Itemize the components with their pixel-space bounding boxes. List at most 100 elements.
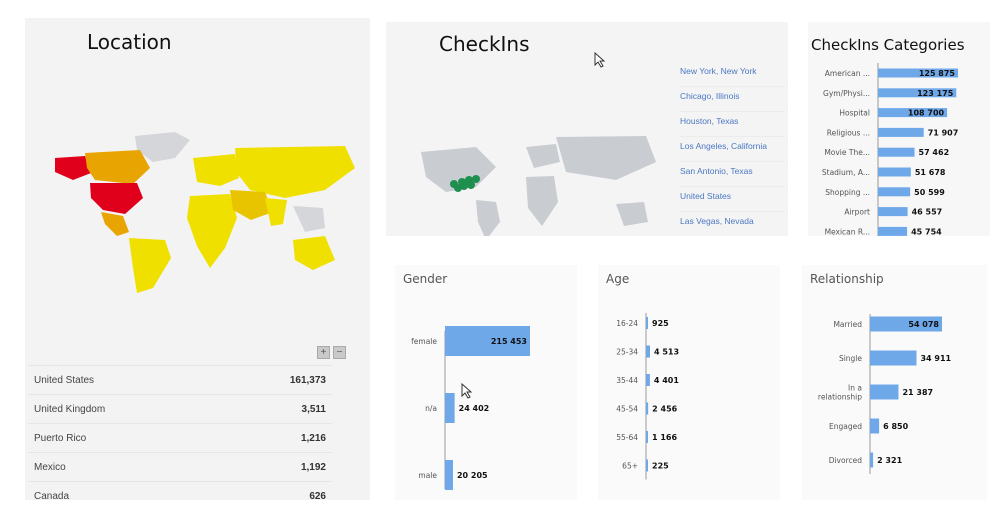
value-label: 34 911 — [920, 354, 951, 363]
location-row[interactable]: United Kingdom 3,511 — [28, 394, 332, 423]
map-india[interactable] — [265, 198, 287, 226]
category-label: female — [411, 337, 437, 346]
country-value: 1,192 — [300, 462, 326, 473]
country-name: United Kingdom — [34, 404, 106, 415]
bar — [646, 374, 650, 386]
category-label: Married — [833, 320, 862, 329]
location-row[interactable]: Mexico 1,192 — [28, 452, 332, 481]
bar — [646, 345, 650, 358]
category-label: Religious ... — [827, 128, 870, 137]
bar — [646, 459, 648, 472]
value-label: 45 754 — [911, 227, 942, 236]
value-label: 50 599 — [914, 188, 945, 197]
category-label: American ... — [825, 69, 870, 78]
category-label: 35-44 — [616, 376, 638, 385]
bar — [445, 393, 455, 423]
relationship-card: Relationship Married 54 078 Single 34 911 In… — [802, 265, 987, 500]
bar — [878, 68, 958, 78]
mouse-cursor-icon — [594, 52, 606, 68]
checkin-marker[interactable] — [472, 175, 480, 183]
map-asia[interactable] — [235, 146, 355, 198]
relationship-title: Relationship — [810, 272, 884, 286]
category-label: 55-64 — [616, 433, 638, 442]
bar — [878, 187, 911, 197]
value-label: 51 678 — [915, 168, 946, 177]
city-link[interactable]: United States — [680, 187, 785, 212]
value-label: 125 875 — [919, 69, 956, 78]
map-europe — [526, 144, 560, 168]
map-asia — [556, 136, 656, 180]
category-label: Gym/Physi... — [823, 89, 870, 98]
zoom-out-button[interactable]: − — [333, 346, 346, 359]
map-mexico[interactable] — [101, 212, 129, 236]
city-link[interactable]: New York, New York — [680, 62, 785, 87]
map-usa[interactable] — [90, 183, 143, 214]
bar — [870, 452, 874, 468]
bar — [878, 167, 911, 177]
value-label: 71 907 — [928, 128, 959, 137]
country-name: Puerto Rico — [34, 433, 87, 444]
value-label: 123 175 — [917, 89, 954, 98]
map-canada[interactable] — [85, 150, 150, 184]
category-label: Stadium, A... — [822, 168, 870, 177]
country-value: 3,511 — [301, 404, 326, 415]
value-label: 2 456 — [652, 405, 677, 414]
value-label: 54 078 — [908, 320, 939, 329]
gender-chart: female 215 453 n/a 24 402 male 20 205 — [411, 326, 530, 490]
category-label: Movie The... — [824, 148, 870, 157]
categories-panel: American ... 125 875 Gym/Physi... 123 175 Ho… — [808, 22, 990, 236]
value-label: 24 402 — [459, 404, 490, 413]
bar — [646, 431, 648, 443]
map-europe[interactable] — [193, 154, 239, 186]
gender-title: Gender — [403, 272, 448, 286]
mouse-cursor-icon — [461, 383, 473, 399]
map-africa — [526, 176, 558, 226]
map-middle-east[interactable] — [230, 190, 273, 220]
map-africa[interactable] — [187, 194, 237, 268]
category-label: Single — [839, 354, 862, 363]
checkins-map[interactable] — [416, 122, 686, 236]
location-row[interactable]: Canada 626 — [28, 481, 332, 510]
country-value: 161,373 — [289, 375, 326, 386]
category-label: Mexican R... — [825, 227, 870, 236]
gender-card: Gender female 215 453 n/a 24 402 male 20 205 — [395, 265, 577, 500]
map-australia[interactable] — [293, 236, 335, 270]
location-row[interactable]: United States 161,373 — [28, 365, 332, 394]
city-link[interactable]: Los Angeles, California — [680, 137, 785, 162]
category-label: Airport — [844, 208, 870, 217]
zoom-in-button[interactable]: + — [317, 346, 330, 359]
city-link[interactable]: San Antonio, Texas — [680, 162, 785, 187]
country-value: 626 — [309, 491, 326, 502]
checkins-panel — [386, 22, 788, 236]
map-south-america — [476, 200, 500, 236]
bar — [878, 108, 948, 118]
category-label: Shopping ... — [825, 188, 870, 197]
country-value: 1,216 — [300, 433, 326, 444]
value-label: 925 — [652, 319, 669, 328]
checkin-marker[interactable] — [467, 181, 475, 189]
location-row[interactable]: Puerto Rico 1,216 — [28, 423, 332, 452]
city-link[interactable]: Chicago, Illinois — [680, 87, 785, 112]
city-link[interactable]: Houston, Texas — [680, 112, 785, 137]
map-greenland[interactable] — [135, 132, 190, 162]
bar — [445, 460, 453, 490]
bar — [878, 88, 957, 98]
value-label: 225 — [652, 462, 669, 471]
bar — [870, 316, 942, 332]
relationship-chart: Married 54 078 Single 34 911 In arelationshi… — [818, 314, 952, 474]
value-label: 21 387 — [902, 388, 933, 397]
value-label: 4 401 — [654, 376, 679, 385]
map-se-asia[interactable] — [293, 206, 325, 232]
category-label: male — [418, 471, 437, 480]
category-label: n/a — [425, 404, 437, 413]
city-link[interactable]: Las Vegas, Nevada — [680, 216, 754, 226]
map-alaska[interactable] — [55, 156, 91, 180]
location-title: Location — [87, 30, 172, 54]
map-south-america[interactable] — [129, 238, 171, 293]
bar — [646, 402, 649, 415]
bar — [878, 207, 908, 217]
checkin-marker[interactable] — [454, 184, 462, 192]
map-australia — [616, 202, 648, 226]
category-label: In a — [848, 384, 862, 393]
world-map[interactable] — [25, 128, 370, 298]
